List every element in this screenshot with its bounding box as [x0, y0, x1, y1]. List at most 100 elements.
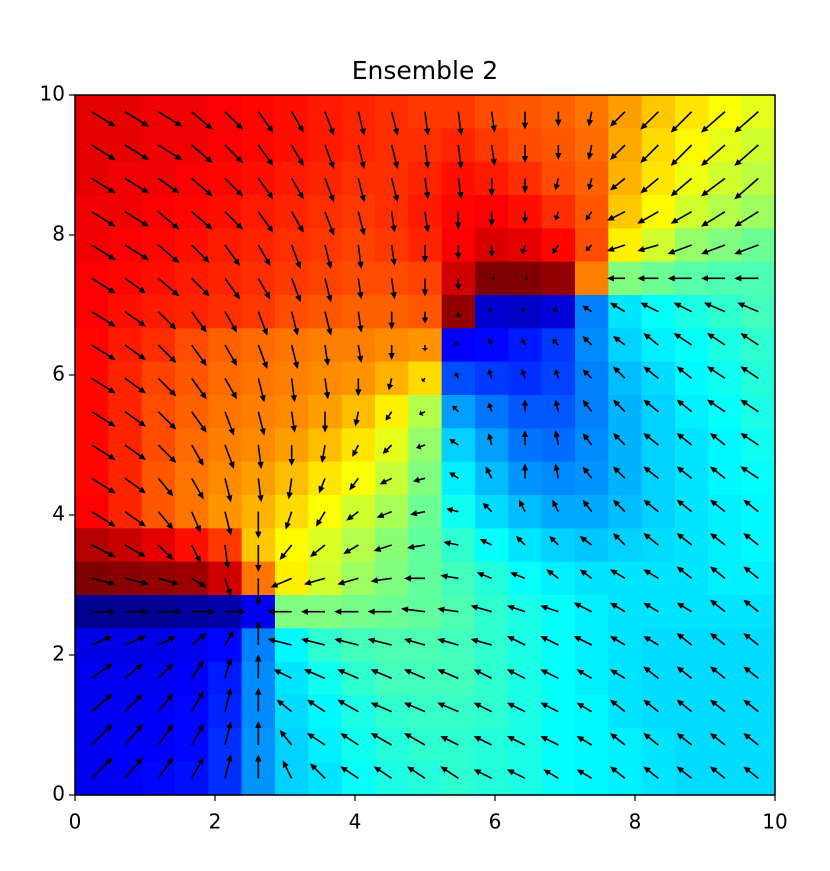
arrow — [343, 544, 359, 554]
arrow — [585, 211, 593, 221]
arrow — [157, 177, 180, 194]
arrow — [734, 244, 759, 255]
arrow — [637, 244, 659, 253]
heatmap-cell — [541, 561, 576, 596]
heatmap-cell — [208, 628, 243, 663]
arrow — [224, 211, 243, 230]
heatmap-cell — [675, 328, 709, 363]
arrow — [91, 177, 116, 194]
arrow — [707, 366, 726, 379]
arrow — [667, 275, 692, 282]
heatmap-cell — [575, 428, 609, 463]
arrow — [190, 477, 204, 500]
y-tick-label: 4 — [52, 502, 65, 526]
heatmap-cell — [675, 628, 709, 663]
arrow — [421, 245, 429, 263]
arrow — [670, 111, 693, 133]
heatmap-cell — [408, 528, 443, 563]
arrow — [91, 444, 116, 460]
arrow — [388, 345, 395, 360]
heatmap-cell — [741, 361, 776, 396]
arrow — [491, 275, 495, 282]
arrow — [376, 510, 392, 519]
heatmap-cell — [641, 295, 676, 329]
arrow — [290, 211, 304, 233]
heatmap-cell — [508, 595, 543, 629]
heatmap-cell — [441, 461, 476, 496]
arrow — [643, 333, 659, 346]
arrow — [553, 399, 560, 412]
arrow — [357, 111, 366, 136]
arrow — [124, 244, 149, 260]
arrow — [520, 244, 527, 254]
arrow — [423, 178, 431, 200]
arrow — [390, 244, 397, 266]
arrow — [707, 333, 726, 346]
heatmap-cell — [541, 661, 576, 696]
arrow — [582, 369, 593, 379]
heatmap-cell — [475, 761, 509, 796]
arrow — [224, 311, 237, 333]
arrow — [124, 311, 146, 327]
arrow — [586, 111, 594, 127]
heatmap-cell — [575, 361, 609, 396]
arrow — [353, 411, 360, 427]
arrow — [224, 177, 243, 197]
arrow — [124, 344, 146, 360]
plot-frame — [74, 94, 776, 796]
arrow — [643, 533, 659, 546]
arrow — [637, 210, 659, 224]
arrow — [488, 211, 495, 227]
heatmap-cell — [708, 295, 743, 329]
heatmap-cell — [508, 628, 543, 663]
heatmap-cell — [275, 628, 309, 663]
arrow — [507, 736, 526, 746]
arrow — [607, 275, 625, 282]
arrow — [543, 769, 559, 780]
arrow — [421, 278, 429, 297]
heatmap-cell — [675, 295, 709, 329]
arrow — [124, 210, 149, 227]
arrow — [737, 302, 759, 313]
arrow — [290, 411, 297, 433]
heatmap-cell — [108, 761, 143, 796]
arrow — [552, 244, 559, 254]
heatmap-cell — [208, 661, 243, 696]
heatmap-cell — [375, 695, 409, 729]
arrow — [224, 277, 240, 300]
arrow — [416, 443, 426, 450]
arrow — [367, 637, 392, 646]
heatmap-cell — [708, 495, 743, 529]
arrow — [267, 608, 292, 615]
heatmap-cell — [675, 495, 709, 529]
arrow — [307, 699, 326, 713]
arrow — [290, 378, 297, 403]
heatmap-cell — [741, 595, 776, 629]
arrow — [704, 302, 726, 313]
arrow — [191, 244, 210, 263]
heatmap-cell — [708, 728, 743, 763]
heatmap-cell — [608, 661, 643, 696]
arrow — [191, 344, 207, 366]
arrow — [613, 399, 626, 413]
arrow — [257, 111, 274, 133]
arrow — [223, 544, 231, 569]
heatmap-cell — [375, 628, 409, 663]
arrow — [257, 411, 266, 436]
arrow — [643, 569, 659, 580]
arrow — [676, 699, 693, 713]
heatmap-cell — [608, 561, 643, 596]
arrow — [224, 444, 235, 469]
arrow — [487, 339, 494, 346]
heatmap-cell — [641, 495, 676, 529]
arrow — [255, 578, 262, 606]
arrow — [282, 760, 293, 779]
arrow — [407, 766, 426, 779]
heatmap-cell — [175, 728, 209, 763]
arrow — [404, 669, 426, 680]
arrow — [610, 111, 626, 127]
arrow — [373, 766, 393, 779]
heatmap-cell — [575, 495, 609, 529]
heatmap-cell — [575, 695, 609, 729]
arrow — [643, 399, 659, 413]
